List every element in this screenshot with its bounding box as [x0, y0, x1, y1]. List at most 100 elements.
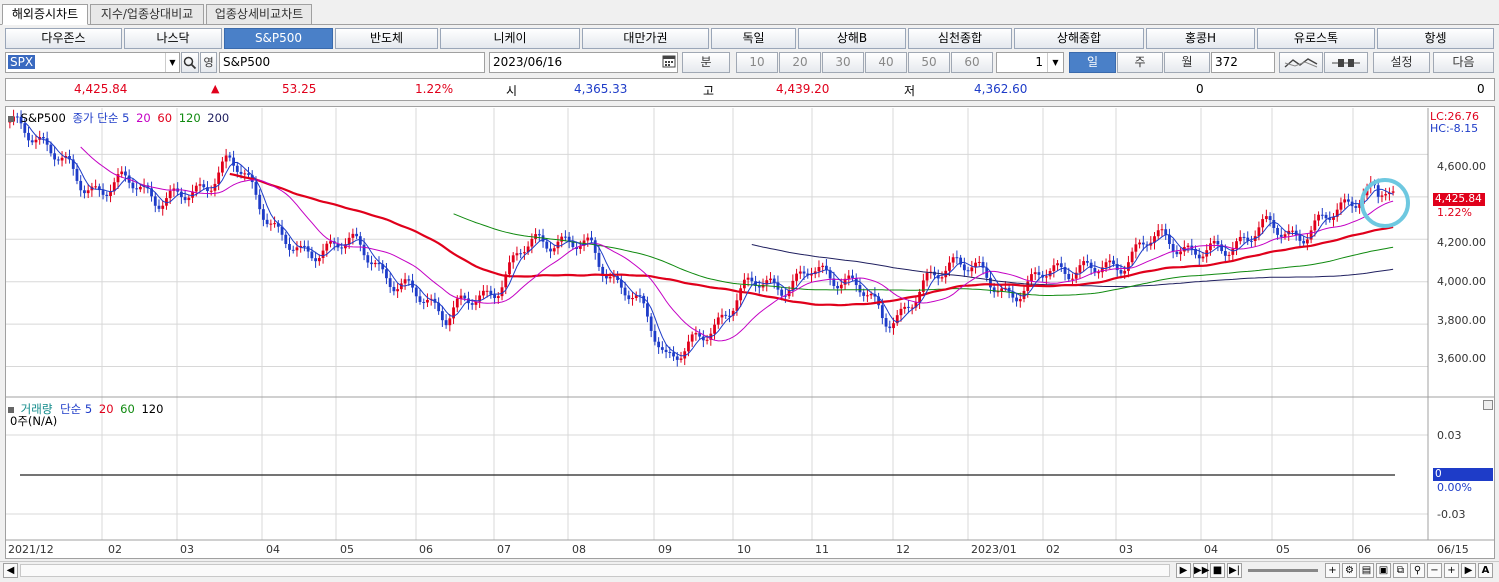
high-value: 4,439.20 [776, 82, 830, 96]
symbol-code-input[interactable]: SPX ▼ [5, 52, 180, 73]
zoom-slider[interactable] [1248, 569, 1318, 572]
scroll-right-icon[interactable]: ▶ [1461, 563, 1476, 578]
candle-chart-icon[interactable] [1324, 52, 1368, 73]
symbol-code-text: SPX [8, 55, 36, 69]
x-tick: 08 [572, 543, 586, 556]
last-price: 4,425.84 [74, 82, 128, 96]
scroll-left-icon[interactable]: ◀ [3, 563, 18, 578]
search-icon[interactable] [181, 52, 199, 73]
vol-tick-pos: 0.03 [1437, 429, 1462, 442]
legend-main-name: S&P500 [20, 111, 66, 125]
calendar-icon[interactable] [662, 54, 676, 70]
line-chart-icon[interactable] [1279, 52, 1323, 73]
index-button-shanghai-composite[interactable]: 상해종합 [1014, 28, 1144, 49]
index-button-semiconductor[interactable]: 반도체 [335, 28, 438, 49]
date-field[interactable]: 2023/06/16 [489, 52, 678, 73]
y-tick-4000: 4,000.00 [1437, 275, 1486, 288]
volume-legend: 거래량 단순 5 20 60 120 [8, 401, 163, 417]
square-icon [8, 116, 14, 122]
bar-count-input[interactable]: 372 [1211, 52, 1275, 73]
interval-20-button[interactable]: 20 [779, 52, 821, 73]
open-label: 시 [506, 84, 518, 98]
lc-label: LC:26.76 [1430, 110, 1480, 123]
x-tick: 04 [1204, 543, 1218, 556]
legend-vol-ma120: 120 [141, 402, 164, 416]
crosshair-icon[interactable]: + [1325, 563, 1340, 578]
index-button-taiwan[interactable]: 대만가권 [582, 28, 709, 49]
tab-overseas-chart[interactable]: 해외증시차트 [2, 4, 88, 25]
low-value: 4,362.60 [974, 82, 1028, 96]
price-change: 53.25 [282, 82, 317, 96]
x-tick: 05 [1276, 543, 1290, 556]
index-button-sp500[interactable]: S&P500 [224, 28, 333, 49]
count-spinner[interactable]: 1 ▼ [996, 52, 1064, 73]
volume-collapse-icon[interactable] [1483, 400, 1493, 410]
interval-40-button[interactable]: 40 [865, 52, 907, 73]
chart-scrollbar[interactable]: ◀ ▶ ▶▶ ■ ▶| + ⚙ ▤ ▣ ⧉ ⚲ − + ▶ A [0, 561, 1499, 579]
y-tick-4600: 4,600.00 [1437, 160, 1486, 173]
index-button-nikkei[interactable]: 니케이 [440, 28, 580, 49]
hc-label: HC:-8.15 [1430, 122, 1479, 135]
minute-button[interactable]: 분 [682, 52, 730, 73]
period-week-button[interactable]: 주 [1117, 52, 1163, 73]
price-info-bar: 4,425.84 ▲ 53.25 1.22% 시 4,365.33 고 4,43… [5, 78, 1495, 101]
legend-vol-ma60: 60 [120, 402, 135, 416]
volume-value: 0 [1196, 82, 1204, 96]
x-tick: 07 [497, 543, 511, 556]
legend-volume-label: 거래량 [20, 402, 53, 416]
period-day-button[interactable]: 일 [1069, 52, 1116, 73]
volume-last-tag: 0 [1433, 468, 1493, 481]
legend-vol-ma20: 20 [98, 402, 114, 416]
volume-info: 0주(N/A) [10, 414, 58, 428]
end-icon[interactable]: ▶| [1227, 563, 1242, 578]
open-value: 4,365.33 [574, 82, 628, 96]
print-icon[interactable]: ▤ [1359, 563, 1374, 578]
interval-50-button[interactable]: 50 [908, 52, 950, 73]
x-tick: 03 [180, 543, 194, 556]
interval-10-button[interactable]: 10 [736, 52, 778, 73]
save-icon[interactable]: ▣ [1376, 563, 1391, 578]
zoom-search-icon[interactable]: ⚲ [1410, 563, 1425, 578]
x-tick: 12 [896, 543, 910, 556]
fast-forward-icon[interactable]: ▶▶ [1193, 563, 1210, 578]
chevron-down-icon[interactable]: ▼ [1047, 53, 1063, 72]
tab-sector-compare[interactable]: 업종상세비교차트 [206, 4, 312, 25]
copy-icon[interactable]: ⧉ [1393, 563, 1408, 578]
index-button-dow[interactable]: 다우존스 [5, 28, 122, 49]
minus-icon[interactable]: − [1427, 563, 1442, 578]
gear-icon[interactable]: ⚙ [1342, 563, 1357, 578]
index-button-shanghai-b[interactable]: 상해B [798, 28, 906, 49]
last-price-tag: 4,425.84 [1433, 193, 1485, 206]
play-icon[interactable]: ▶ [1176, 563, 1191, 578]
index-button-hongkong-h[interactable]: 홍콩H [1146, 28, 1255, 49]
x-tick: 09 [658, 543, 672, 556]
next-button[interactable]: 다음 [1433, 52, 1494, 73]
x-tick: 02 [108, 543, 122, 556]
chevron-down-icon[interactable]: ▼ [165, 53, 179, 72]
interval-60-button[interactable]: 60 [951, 52, 993, 73]
x-tick: 04 [266, 543, 280, 556]
low-label: 저 [904, 84, 916, 98]
vol-tick-neg: -0.03 [1437, 508, 1466, 521]
index-button-eurostoxx[interactable]: 유로스톡 [1257, 28, 1375, 49]
symbol-name-field: S&P500 [219, 52, 485, 73]
font-size-icon[interactable]: A [1478, 563, 1493, 578]
chart-area[interactable] [5, 106, 1495, 559]
interval-30-button[interactable]: 30 [822, 52, 864, 73]
amount-value: 0 [1477, 82, 1485, 96]
legend-ma-label: 종가 단순 [72, 111, 119, 125]
index-button-shenzhen[interactable]: 심천종합 [908, 28, 1012, 49]
english-toggle-button[interactable]: 영 [200, 52, 217, 73]
plus-icon[interactable]: + [1444, 563, 1459, 578]
index-button-nasdaq[interactable]: 나스닥 [124, 28, 222, 49]
scroll-track[interactable] [20, 564, 1170, 577]
last-pct-tag: 1.22% [1437, 206, 1472, 219]
x-tick: 06 [1357, 543, 1371, 556]
period-month-button[interactable]: 월 [1164, 52, 1210, 73]
index-button-germany[interactable]: 독일 [711, 28, 796, 49]
settings-button[interactable]: 설정 [1373, 52, 1430, 73]
stop-icon[interactable]: ■ [1210, 563, 1225, 578]
index-button-hangseng[interactable]: 항셍 [1377, 28, 1494, 49]
x-tick: 03 [1119, 543, 1133, 556]
tab-index-compare[interactable]: 지수/업종상대비교 [90, 4, 204, 25]
